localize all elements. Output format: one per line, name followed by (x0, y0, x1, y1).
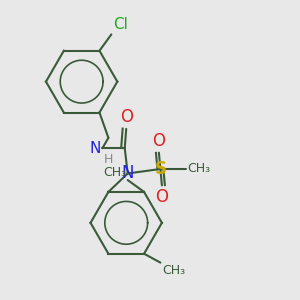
Text: Cl: Cl (113, 17, 128, 32)
Text: CH₃: CH₃ (162, 264, 185, 277)
Text: N: N (90, 141, 101, 156)
Text: O: O (152, 132, 165, 150)
Text: CH₃: CH₃ (187, 163, 210, 176)
Text: S: S (154, 160, 166, 178)
Text: O: O (155, 188, 168, 206)
Text: CH₃: CH₃ (103, 166, 126, 178)
Text: H: H (104, 153, 113, 166)
Text: O: O (120, 109, 133, 127)
Text: N: N (122, 164, 134, 182)
